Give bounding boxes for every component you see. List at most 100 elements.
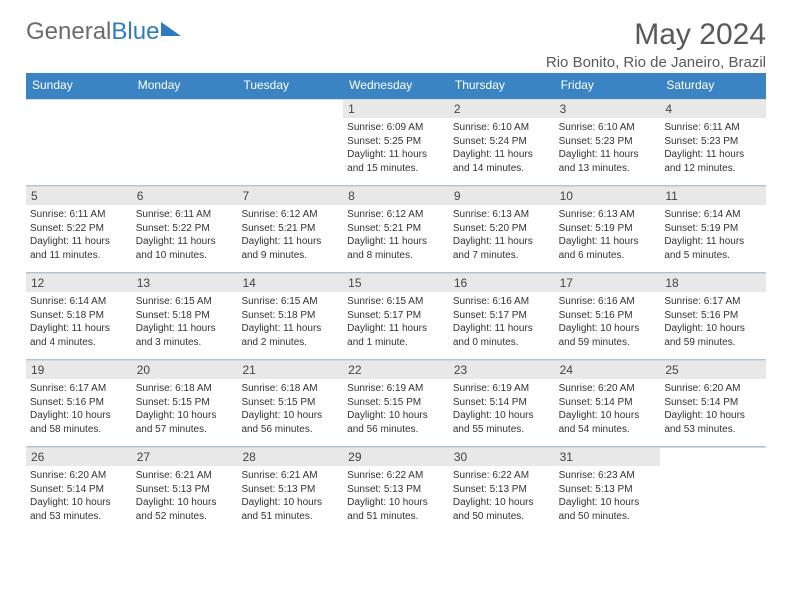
daylight-text: Daylight: 10 hours and 50 minutes. — [453, 496, 551, 523]
calendar-cell: 25Sunrise: 6:20 AMSunset: 5:14 PMDayligh… — [660, 360, 766, 446]
page-subtitle: Rio Bonito, Rio de Janeiro, Brazil — [546, 54, 766, 71]
daylight-text: Daylight: 11 hours and 12 minutes. — [664, 148, 762, 175]
sunrise-text: Sunrise: 6:14 AM — [664, 208, 762, 222]
calendar-cell: 23 Sunrise: 6:19 AMSunset: 5:14 PMDayligh… — [449, 360, 555, 446]
calendar-cell: 18Sunrise: 6:17 AMSunset: 5:16 PMDayligh… — [660, 273, 766, 359]
daylight-text: Daylight: 10 hours and 56 minutes. — [241, 409, 339, 436]
day-number: 3 — [555, 100, 661, 118]
daylight-text: Daylight: 11 hours and 5 minutes. — [664, 235, 762, 262]
calendar-week-row: 5Sunrise: 6:11 AMSunset: 5:22 PMDaylight… — [26, 185, 766, 272]
day-details: Sunrise: 6:17 AMSunset: 5:16 PMDaylight:… — [30, 382, 128, 436]
day-details: Sunrise: 6:16 AMSunset: 5:16 PMDaylight:… — [559, 295, 657, 349]
calendar-cell: 4Sunrise: 6:11 AMSunset: 5:23 PMDaylight… — [660, 99, 766, 185]
day-number: 23 — [449, 361, 555, 379]
calendar-cell: 26Sunrise: 6:20 AMSunset: 5:14 PMDayligh… — [26, 447, 132, 533]
daylight-text: Daylight: 10 hours and 53 minutes. — [664, 409, 762, 436]
day-number — [26, 100, 132, 118]
daylight-text: Daylight: 10 hours and 59 minutes. — [664, 322, 762, 349]
day-details: Sunrise: 6:20 AMSunset: 5:14 PMDaylight:… — [559, 382, 657, 436]
calendar-cell: 20Sunrise: 6:18 AMSunset: 5:15 PMDayligh… — [132, 360, 238, 446]
sunset-text: Sunset: 5:13 PM — [241, 483, 339, 497]
sunset-text: Sunset: 5:21 PM — [241, 222, 339, 236]
day-number: 30 — [449, 448, 555, 466]
sunrise-text: Sunrise: 6:17 AM — [30, 382, 128, 396]
day-number: 9 — [449, 187, 555, 205]
day-header-friday: Friday — [555, 73, 661, 97]
sunset-text: Sunset: 5:18 PM — [241, 309, 339, 323]
sunset-text: Sunset: 5:14 PM — [453, 396, 551, 410]
sunrise-text: Sunrise: 6:22 AM — [453, 469, 551, 483]
day-number: 2 — [449, 100, 555, 118]
day-number: 17 — [555, 274, 661, 292]
day-details: Sunrise: 6:20 AMSunset: 5:14 PMDaylight:… — [30, 469, 128, 523]
day-number: 14 — [237, 274, 343, 292]
sunrise-text: Sunrise: 6:10 AM — [453, 121, 551, 135]
day-number: 4 — [660, 100, 766, 118]
daylight-text: Daylight: 10 hours and 56 minutes. — [347, 409, 445, 436]
daylight-text: Daylight: 11 hours and 11 minutes. — [30, 235, 128, 262]
day-details: Sunrise: 6:19 AMSunset: 5:15 PMDaylight:… — [347, 382, 445, 436]
calendar-cell: 1 Sunrise: 6:09 AMSunset: 5:25 PMDaylight… — [343, 99, 449, 185]
day-details: Sunrise: 6:16 AMSunset: 5:17 PMDaylight:… — [453, 295, 551, 349]
daylight-text: Daylight: 10 hours and 52 minutes. — [136, 496, 234, 523]
daylight-text: Daylight: 10 hours and 50 minutes. — [559, 496, 657, 523]
calendar-cell: 14 Sunrise: 6:15 AMSunset: 5:18 PMDayligh… — [237, 273, 343, 359]
day-details: Sunrise: 6:19 AMSunset: 5:14 PMDaylight:… — [453, 382, 551, 436]
sunrise-text: Sunrise: 6:19 AM — [347, 382, 445, 396]
sunset-text: Sunset: 5:20 PM — [453, 222, 551, 236]
logo: GeneralBlue — [26, 18, 181, 46]
calendar-cell — [237, 99, 343, 185]
calendar-cell: 22 Sunrise: 6:19 AMSunset: 5:15 PMDayligh… — [343, 360, 449, 446]
calendar-cell: 19Sunrise: 6:17 AMSunset: 5:16 PMDayligh… — [26, 360, 132, 446]
sunrise-text: Sunrise: 6:11 AM — [664, 121, 762, 135]
day-details: Sunrise: 6:11 AMSunset: 5:22 PMDaylight:… — [136, 208, 234, 262]
sunrise-text: Sunrise: 6:17 AM — [664, 295, 762, 309]
sunrise-text: Sunrise: 6:11 AM — [30, 208, 128, 222]
daylight-text: Daylight: 11 hours and 7 minutes. — [453, 235, 551, 262]
sunrise-text: Sunrise: 6:23 AM — [559, 469, 657, 483]
daylight-text: Daylight: 11 hours and 14 minutes. — [453, 148, 551, 175]
sunrise-text: Sunrise: 6:15 AM — [241, 295, 339, 309]
daylight-text: Daylight: 11 hours and 10 minutes. — [136, 235, 234, 262]
calendar-cell: 28Sunrise: 6:21 AMSunset: 5:13 PMDayligh… — [237, 447, 343, 533]
sunset-text: Sunset: 5:17 PM — [347, 309, 445, 323]
day-details: Sunrise: 6:13 AMSunset: 5:20 PMDaylight:… — [453, 208, 551, 262]
daylight-text: Daylight: 11 hours and 1 minute. — [347, 322, 445, 349]
day-details: Sunrise: 6:23 AMSunset: 5:13 PMDaylight:… — [559, 469, 657, 523]
sunset-text: Sunset: 5:13 PM — [136, 483, 234, 497]
calendar-cell: 15Sunrise: 6:15 AMSunset: 5:17 PMDayligh… — [343, 273, 449, 359]
sunset-text: Sunset: 5:25 PM — [347, 135, 445, 149]
day-details: Sunrise: 6:15 AMSunset: 5:17 PMDaylight:… — [347, 295, 445, 349]
calendar-cell: 5Sunrise: 6:11 AMSunset: 5:22 PMDaylight… — [26, 186, 132, 272]
day-number: 1 — [343, 100, 449, 118]
sunset-text: Sunset: 5:22 PM — [136, 222, 234, 236]
day-details: Sunrise: 6:11 AMSunset: 5:22 PMDaylight:… — [30, 208, 128, 262]
sunrise-text: Sunrise: 6:12 AM — [241, 208, 339, 222]
sunset-text: Sunset: 5:18 PM — [136, 309, 234, 323]
calendar-grid: 1Sunrise: 6:09 AMSunset: 5:25 PMDaylight… — [26, 97, 766, 533]
sunset-text: Sunset: 5:16 PM — [30, 396, 128, 410]
calendar-cell: 21Sunrise: 6:18 AMSunset: 5:15 PMDayligh… — [237, 360, 343, 446]
day-number: 29 — [343, 448, 449, 466]
sunrise-text: Sunrise: 6:21 AM — [241, 469, 339, 483]
day-number: 10 — [555, 187, 661, 205]
sunrise-text: Sunrise: 6:11 AM — [136, 208, 234, 222]
day-details: Sunrise: 6:22 AMSunset: 5:13 PMDaylight:… — [453, 469, 551, 523]
day-number — [237, 100, 343, 118]
daylight-text: Daylight: 11 hours and 2 minutes. — [241, 322, 339, 349]
daylight-text: Daylight: 11 hours and 3 minutes. — [136, 322, 234, 349]
sunset-text: Sunset: 5:18 PM — [30, 309, 128, 323]
sunset-text: Sunset: 5:15 PM — [241, 396, 339, 410]
day-number: 22 — [343, 361, 449, 379]
sunrise-text: Sunrise: 6:09 AM — [347, 121, 445, 135]
day-number: 8 — [343, 187, 449, 205]
logo-triangle-icon — [161, 22, 181, 36]
day-number — [660, 448, 766, 466]
sunrise-text: Sunrise: 6:13 AM — [453, 208, 551, 222]
calendar-page: GeneralBlue May 2024 Rio Bonito, Rio de … — [0, 0, 792, 543]
calendar-cell: 27Sunrise: 6:21 AMSunset: 5:13 PMDayligh… — [132, 447, 238, 533]
calendar-cell: 10Sunrise: 6:13 AMSunset: 5:19 PMDayligh… — [555, 186, 661, 272]
day-details: Sunrise: 6:21 AMSunset: 5:13 PMDaylight:… — [136, 469, 234, 523]
daylight-text: Daylight: 11 hours and 15 minutes. — [347, 148, 445, 175]
calendar-cell: 12Sunrise: 6:14 AMSunset: 5:18 PMDayligh… — [26, 273, 132, 359]
